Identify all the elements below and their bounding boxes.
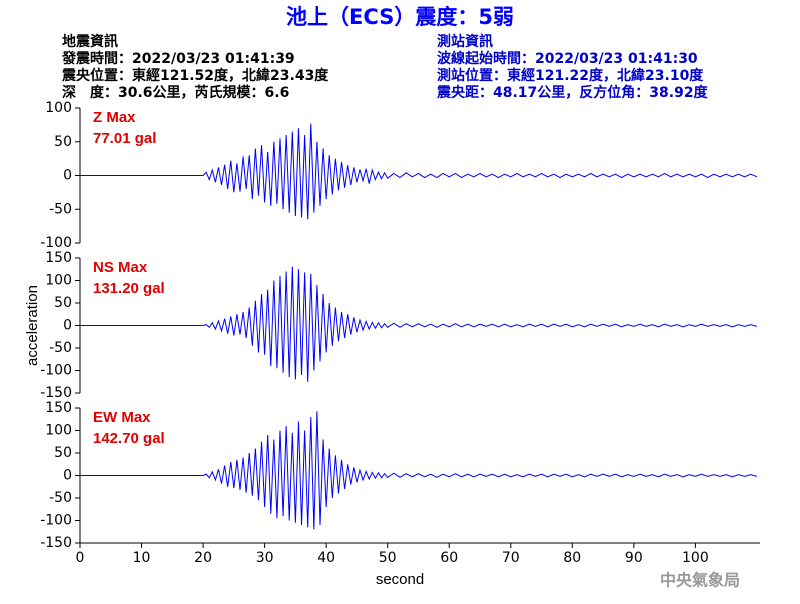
- y-tick-label: 0: [63, 168, 72, 184]
- info-line: 波線起始時間：2022/03/23 01:41:30: [437, 50, 698, 67]
- waveform: [80, 123, 758, 220]
- title: 池上（ECS）震度：5弱: [286, 5, 514, 29]
- x-tick-label: 60: [440, 550, 458, 566]
- x-tick-label: 100: [682, 550, 709, 566]
- info-line: 深 度：30.6公里，芮氏規模：6.6: [62, 84, 289, 101]
- x-axis-label: second: [376, 571, 424, 588]
- x-tick-label: 80: [563, 550, 581, 566]
- y-tick-label: 0: [63, 468, 72, 484]
- annotation: NS Max: [93, 259, 148, 276]
- y-tick-label: -100: [40, 235, 72, 251]
- waveform: [80, 411, 758, 530]
- x-tick-label: 90: [625, 550, 643, 566]
- x-tick-label: 20: [194, 550, 212, 566]
- y-tick-label: -150: [40, 385, 72, 401]
- annotation: EW Max: [93, 409, 151, 426]
- x-tick-label: 30: [256, 550, 274, 566]
- y-tick-label: 50: [54, 134, 72, 150]
- y-tick-label: 100: [45, 273, 72, 289]
- annotation: 131.20 gal: [93, 280, 165, 297]
- info-line: 測站資訊: [437, 33, 493, 50]
- x-tick-label: 0: [76, 550, 85, 566]
- x-tick-label: 40: [317, 550, 335, 566]
- y-axis-label: acceleration: [24, 285, 41, 366]
- info-line: 震央距：48.17公里，反方位角：38.92度: [436, 84, 709, 101]
- y-tick-label: -50: [49, 201, 72, 217]
- y-tick-label: -50: [49, 340, 72, 356]
- waveform: [80, 266, 758, 382]
- y-tick-label: 50: [54, 295, 72, 311]
- y-tick-label: 100: [45, 423, 72, 439]
- footer: 中央氣象局: [660, 571, 740, 590]
- y-tick-label: 50: [54, 445, 72, 461]
- y-tick-label: 150: [45, 250, 72, 266]
- x-tick-label: 70: [502, 550, 520, 566]
- y-tick-label: 0: [63, 318, 72, 334]
- y-tick-label: -100: [40, 363, 72, 379]
- info-line: 發震時間：2022/03/23 01:41:39: [61, 50, 295, 67]
- annotation: 77.01 gal: [93, 130, 156, 147]
- y-tick-label: 100: [45, 100, 72, 116]
- x-tick-label: 50: [379, 550, 397, 566]
- y-tick-label: -100: [40, 513, 72, 529]
- info-line: 震央位置：東經121.52度，北緯23.43度: [61, 67, 329, 84]
- annotation: 142.70 gal: [93, 430, 165, 447]
- y-tick-label: -150: [40, 535, 72, 551]
- y-tick-label: -50: [49, 490, 72, 506]
- info-line: 測站位置：東經121.22度，北緯23.10度: [437, 67, 704, 84]
- y-tick-label: 150: [45, 400, 72, 416]
- x-tick-label: 10: [133, 550, 151, 566]
- info-line: 地震資訊: [62, 33, 118, 50]
- annotation: Z Max: [93, 109, 136, 126]
